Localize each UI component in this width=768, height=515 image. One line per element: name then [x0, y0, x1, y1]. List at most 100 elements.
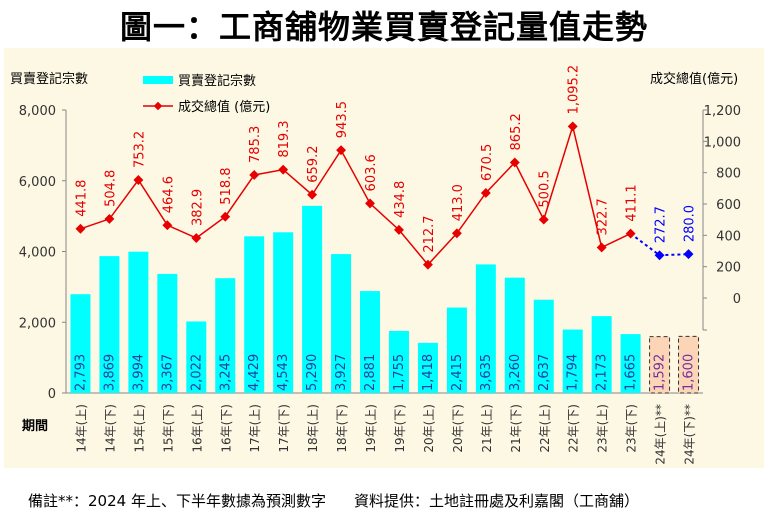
x-tick-label: 24年(上)** — [654, 404, 668, 465]
line-value-label: 753.2 — [132, 131, 147, 168]
x-tick-label: 21年(上) — [480, 404, 494, 453]
line-value-label: 434.8 — [393, 181, 408, 218]
line-value-label: 322.7 — [596, 198, 611, 235]
line-value-label: 659.2 — [306, 146, 321, 183]
right-axis-title: 成交總值(億元) — [650, 71, 738, 87]
legend-line-label: 成交總值 (億元) — [178, 99, 270, 115]
line-marker — [249, 170, 260, 180]
bar — [128, 251, 149, 393]
bar-value-label: 3,927 — [334, 354, 349, 391]
line-value-label: 943.5 — [335, 101, 350, 138]
line-value-label: 670.5 — [480, 144, 495, 181]
bar — [215, 278, 236, 393]
line-value-label: 272.7 — [654, 206, 669, 243]
bar-value-label: 1,592 — [653, 354, 668, 391]
line-marker — [336, 145, 347, 156]
left-tick-label: 0 — [48, 387, 56, 402]
bar-value-label: 3,869 — [102, 354, 117, 391]
line-value-label: 865.2 — [509, 113, 524, 150]
bar — [504, 277, 525, 393]
forecast-note: 備註**：2024 年上、下半年數據為預測數字 — [28, 492, 326, 510]
line-marker — [538, 214, 549, 225]
line-value-label: 464.6 — [161, 176, 176, 213]
line-marker — [596, 242, 607, 253]
line-marker — [365, 198, 375, 209]
right-tick-label: 200 — [716, 261, 741, 276]
line-marker — [683, 249, 694, 260]
line-value-label: 413.0 — [451, 184, 466, 221]
bar — [273, 232, 294, 393]
left-tick-label: 6,000 — [19, 175, 56, 190]
x-tick-label: 18年(上) — [306, 404, 320, 453]
right-tick-label: 600 — [716, 198, 741, 213]
x-tick-label: 14年(上) — [74, 404, 88, 453]
bar — [70, 294, 91, 393]
line-value-label: 500.5 — [538, 170, 553, 207]
x-tick-label: 23年(下) — [625, 404, 639, 453]
bar — [388, 330, 409, 393]
legend-bar-swatch — [143, 76, 173, 84]
x-tick-label: 20年(上) — [422, 404, 436, 453]
x-tick-label: 15年(下) — [161, 404, 175, 453]
bar — [331, 254, 352, 393]
right-tick-label: 1,000 — [704, 135, 741, 150]
bar — [99, 256, 120, 393]
bar — [591, 316, 612, 393]
right-tick-label: 800 — [716, 167, 741, 182]
bar-value-label: 1,755 — [392, 354, 407, 391]
x-tick-label: 22年(上) — [538, 404, 552, 453]
bar-value-label: 3,245 — [218, 354, 233, 391]
x-tick-label: 19年(上) — [364, 404, 378, 453]
x-tick-label: 21年(下) — [509, 404, 523, 453]
x-tick-label: 14年(下) — [103, 404, 117, 453]
line-value-label: 819.3 — [277, 120, 292, 157]
line-marker — [75, 223, 86, 234]
bar-value-label: 2,022 — [189, 354, 204, 391]
line-value-label: 382.9 — [190, 189, 205, 226]
bar-value-label: 3,367 — [160, 354, 175, 391]
bar — [649, 336, 671, 394]
line-marker — [307, 189, 318, 200]
bar-value-label: 5,290 — [305, 354, 320, 391]
bar-value-label: 2,881 — [363, 354, 378, 391]
x-tick-label: 18年(下) — [335, 404, 349, 453]
legend-line-marker — [153, 101, 163, 111]
bar-value-label: 2,793 — [73, 354, 88, 391]
right-tick-label: 400 — [716, 229, 741, 244]
legend-bar-label: 買賣登記宗數 — [178, 73, 256, 89]
x-tick-label: 22年(下) — [567, 404, 581, 453]
bar — [157, 273, 178, 393]
bar — [244, 236, 265, 393]
x-tick-label: 15年(上) — [132, 404, 146, 453]
bar — [302, 205, 323, 393]
right-tick-label: 0 — [733, 292, 741, 307]
x-tick-label: 23年(上) — [596, 404, 610, 453]
line-value-label: 441.8 — [74, 180, 89, 217]
footnote: 備註**：2024 年上、下半年數據為預測數字 資料提供：土地註冊處及利嘉閣（工商… — [28, 490, 667, 511]
line-marker — [422, 259, 433, 270]
x-tick-label: 16年(上) — [190, 404, 204, 453]
line-marker — [162, 220, 173, 231]
x-tick-label: 24年(下)** — [683, 404, 697, 465]
left-axis-title: 買賣登記宗數 — [10, 71, 88, 87]
line-marker — [625, 228, 636, 239]
x-tick-label: 17年(下) — [277, 404, 291, 453]
bar — [186, 321, 207, 393]
bar-value-label: 3,260 — [508, 354, 523, 391]
line-marker — [480, 188, 491, 198]
line-marker — [394, 224, 404, 235]
source-note: 資料提供：土地註冊處及利嘉閣（工商舖） — [353, 492, 639, 510]
bar — [620, 334, 641, 393]
bar-value-label: 1,794 — [566, 354, 581, 391]
x-tick-label: 17年(上) — [248, 404, 262, 453]
line-marker — [567, 121, 578, 132]
bar — [360, 291, 381, 393]
bar-value-label: 3,994 — [131, 354, 146, 391]
bar — [562, 329, 583, 393]
x-tick-label: 16年(下) — [219, 404, 233, 453]
bar-value-label: 2,637 — [537, 354, 552, 391]
bar-value-label: 2,173 — [595, 354, 610, 391]
bar-value-label: 1,665 — [624, 354, 639, 391]
line-value-label: 280.0 — [683, 205, 698, 242]
